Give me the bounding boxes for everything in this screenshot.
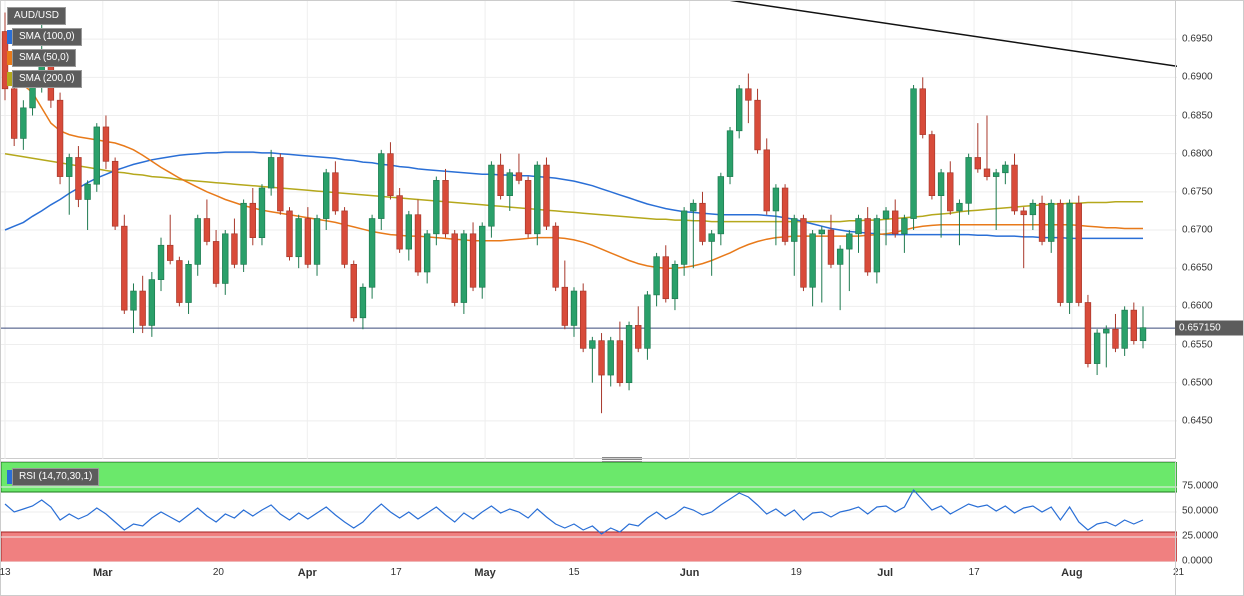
ytick: 0.6700: [1182, 225, 1213, 236]
chart-container: AUD/USD SMA (100,0) SMA (50,0) SMA (200,…: [0, 0, 1244, 596]
xtick: Jun: [680, 567, 700, 579]
xtick: 13: [0, 567, 11, 578]
rsi-legend: RSI (14,70,30,1): [7, 468, 99, 489]
xtick: May: [474, 567, 495, 579]
price-svg: [1, 1, 1177, 459]
rsi-yaxis[interactable]: 0.000025.000050.000075.0000: [1175, 461, 1243, 561]
rsi-ytick: 50.0000: [1182, 506, 1218, 517]
ytick: 0.6800: [1182, 148, 1213, 159]
price-yaxis[interactable]: 0.657150 0.6450 0.6500 0.6550 0.6600 0.6650 0…: [1175, 1, 1243, 459]
axis-corner: [1175, 559, 1243, 595]
symbol-label: AUD/USD: [7, 7, 66, 25]
ytick: 0.6450: [1182, 415, 1213, 426]
ytick: 0.6750: [1182, 186, 1213, 197]
time-xaxis[interactable]: 13Mar20Apr17May15Jun19Jul17Aug21: [1, 559, 1175, 595]
rsi-ytick: 25.0000: [1182, 531, 1218, 542]
xtick: 19: [791, 567, 802, 578]
sma100-tag[interactable]: SMA (100,0): [7, 28, 82, 46]
current-price-tag: 0.657150: [1175, 321, 1243, 336]
sma100-label: SMA (100,0): [12, 28, 82, 46]
rsi-label: RSI (14,70,30,1): [12, 468, 99, 486]
ytick: 0.6650: [1182, 263, 1213, 274]
rsi-svg: [1, 462, 1177, 562]
current-price-value: 0.657150: [1179, 323, 1221, 334]
xtick: 15: [568, 567, 579, 578]
symbol-tag[interactable]: AUD/USD: [7, 7, 82, 25]
ytick: 0.6600: [1182, 301, 1213, 312]
legend: AUD/USD SMA (100,0) SMA (50,0) SMA (200,…: [7, 7, 82, 91]
xtick: Aug: [1061, 567, 1082, 579]
xtick: Apr: [298, 567, 317, 579]
sma200-label: SMA (200,0): [12, 70, 82, 88]
xtick: Jul: [877, 567, 893, 579]
price-panel[interactable]: AUD/USD SMA (100,0) SMA (50,0) SMA (200,…: [1, 1, 1175, 459]
xtick: Mar: [93, 567, 113, 579]
sma50-label: SMA (50,0): [12, 49, 76, 67]
rsi-tag[interactable]: RSI (14,70,30,1): [7, 468, 99, 486]
xtick: 17: [969, 567, 980, 578]
ytick: 0.6850: [1182, 110, 1213, 121]
panel-resize-handle[interactable]: [602, 456, 642, 464]
ytick: 0.6950: [1182, 34, 1213, 45]
rsi-ytick: 75.0000: [1182, 481, 1218, 492]
ytick: 0.6500: [1182, 377, 1213, 388]
rsi-panel[interactable]: RSI (14,70,30,1): [1, 461, 1175, 561]
xtick: 20: [213, 567, 224, 578]
ytick: 0.6900: [1182, 72, 1213, 83]
sma50-tag[interactable]: SMA (50,0): [7, 49, 82, 67]
xtick: 17: [391, 567, 402, 578]
ytick: 0.6550: [1182, 339, 1213, 350]
sma200-tag[interactable]: SMA (200,0): [7, 70, 82, 88]
